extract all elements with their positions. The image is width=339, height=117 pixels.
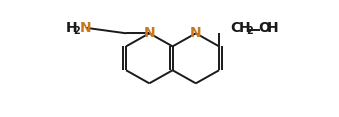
Text: H: H [267,21,279,35]
Text: N: N [80,21,91,35]
Text: H: H [66,21,77,35]
Text: H: H [238,21,250,35]
Text: C: C [231,21,241,35]
Text: N: N [143,26,155,40]
Text: 2: 2 [73,26,80,36]
Text: N: N [190,26,202,40]
Text: 2: 2 [246,26,253,36]
Text: O: O [259,21,271,35]
